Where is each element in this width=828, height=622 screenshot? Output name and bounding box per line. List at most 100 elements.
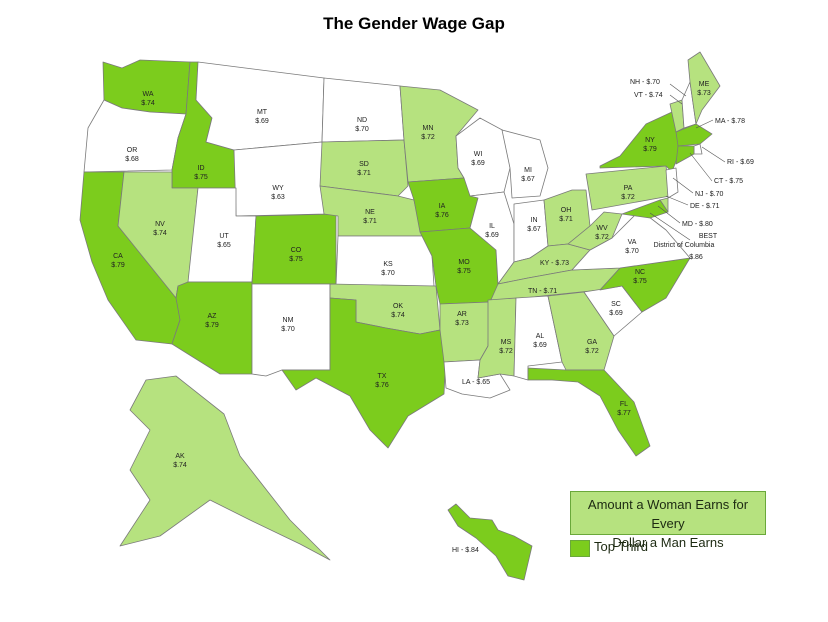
state-code-ak: AK (175, 453, 185, 460)
state-code-ms: MS (501, 339, 512, 346)
state-ks (335, 235, 435, 287)
state-value-ok: $.74 (391, 312, 405, 319)
state-value-sd: $.71 (357, 170, 371, 177)
state-code-nc: NC (635, 269, 645, 276)
labels-layer: WA $.74 OR $.68 CA $.79 ID $.75 NV $.74 MT $.69 WY $.… (111, 79, 754, 554)
state-value-ar: $.73 (455, 320, 469, 327)
leader-dc (649, 212, 691, 241)
state-md (621, 199, 669, 219)
callout-ma: MA - $.78 (715, 118, 745, 125)
state-code-ga: GA (587, 339, 597, 346)
state-code-nd: ND (357, 117, 367, 124)
state-code-az: AZ (208, 313, 218, 320)
callout-vt: VT - $.74 (634, 92, 663, 99)
state-value-co: $.75 (289, 256, 303, 263)
leader-ri (701, 146, 726, 163)
state-value-nd: $.70 (355, 126, 369, 133)
state-value-va: $.70 (625, 248, 639, 255)
state-value-pa: $.72 (621, 194, 635, 201)
state-value-me: $.73 (697, 90, 711, 97)
state-value-id: $.75 (194, 174, 208, 181)
state-value-tx: $.76 (375, 382, 389, 389)
legend-middle-line2: Dollar a Man Earns (612, 535, 724, 550)
state-value-nv: $.74 (153, 230, 167, 237)
state-value-sc: $.69 (609, 310, 623, 317)
state-value-ia: $.76 (435, 212, 449, 219)
state-value-wi: $.69 (471, 160, 485, 167)
callout-tn: TN - $.71 (528, 288, 557, 295)
state-value-nm: $.70 (281, 326, 295, 333)
state-value-ga: $.72 (585, 348, 599, 355)
callout-md: MD - $.80 (682, 221, 713, 228)
leader-nj (672, 177, 694, 194)
callout-nh: NH - $.70 (630, 79, 660, 86)
state-value-ny: $.79 (643, 146, 657, 153)
state-wy (233, 141, 325, 217)
state-code-nm: NM (283, 317, 294, 324)
state-value-mn: $.72 (421, 134, 435, 141)
legend-middle-tier: Amount a Woman Earns for Every Dollar a … (570, 491, 766, 550)
state-value-wv: $.72 (595, 234, 609, 241)
state-ak (119, 375, 331, 561)
state-code-ne: NE (365, 209, 375, 216)
state-value-al: $.69 (533, 342, 547, 349)
state-code-ut: UT (219, 233, 229, 240)
state-hi (447, 503, 533, 581)
state-code-ar: AR (457, 311, 467, 318)
state-value-ca: $.79 (111, 262, 125, 269)
state-ny (599, 111, 681, 173)
state-value-wy: $.63 (271, 194, 285, 201)
state-code-tx: TX (378, 373, 387, 380)
state-sd (319, 139, 409, 197)
state-code-il: IL (489, 223, 495, 230)
state-code-sd: SD (359, 161, 369, 168)
state-code-or: OR (127, 147, 138, 154)
state-value-wa: $.74 (141, 100, 155, 107)
state-value-ne: $.71 (363, 218, 377, 225)
legend-top-swatch (570, 540, 590, 557)
leader-md (657, 205, 681, 224)
state-value-fl: $.77 (617, 410, 631, 417)
leader-de (665, 195, 689, 206)
state-code-id: ID (198, 165, 205, 172)
state-value-in: $.67 (527, 226, 541, 233)
state-code-co: CO (291, 247, 302, 254)
state-fl (527, 367, 651, 457)
state-code-wv: WV (596, 225, 608, 232)
state-code-mn: MN (423, 125, 434, 132)
state-code-mt: MT (257, 109, 268, 116)
state-code-al: AL (536, 333, 545, 340)
state-value-ks: $.70 (381, 270, 395, 277)
callout-la: LA - $.65 (462, 379, 490, 386)
states-layer (79, 51, 721, 581)
legend-middle-line1: Amount a Woman Earns for Every (587, 497, 749, 531)
state-code-wa: WA (142, 91, 153, 98)
state-value-ms: $.72 (499, 348, 513, 355)
leader-nh (669, 83, 687, 97)
state-value-ak: $.74 (173, 462, 187, 469)
state-code-mo: MO (458, 259, 470, 266)
state-code-va: VA (628, 239, 637, 246)
callout-hi: HI - $.84 (452, 547, 479, 554)
state-value-mi: $.67 (521, 176, 535, 183)
callout-ct: CT - $.75 (714, 178, 743, 185)
state-ct (675, 145, 695, 165)
state-code-me: ME (699, 81, 710, 88)
callout-de: DE - $.71 (690, 203, 720, 210)
state-value-or: $.68 (125, 156, 139, 163)
state-value-mt: $.69 (255, 118, 269, 125)
callout-dc-line1: BEST (699, 233, 718, 240)
leader-ct (689, 152, 713, 182)
state-ri (693, 143, 703, 155)
callout-ri: RI - $.69 (727, 159, 754, 166)
state-value-ut: $.65 (217, 242, 231, 249)
state-value-mo: $.75 (457, 268, 471, 275)
state-code-oh: OH (561, 207, 572, 214)
map-title: The Gender Wage Gap (323, 14, 505, 33)
state-me (687, 51, 721, 125)
state-code-ok: OK (393, 303, 403, 310)
state-code-ca: CA (113, 253, 123, 260)
state-value-oh: $.71 (559, 216, 573, 223)
state-code-sc: SC (611, 301, 621, 308)
